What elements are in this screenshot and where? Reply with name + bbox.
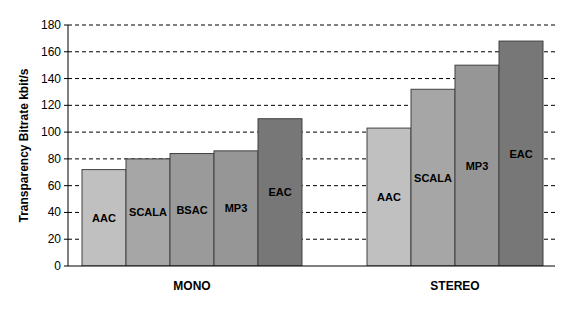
- tick-label: 180: [41, 18, 61, 32]
- y-axis-label: Transparency Bitrate kbit/s: [17, 68, 31, 222]
- bar-label: MP3: [466, 160, 489, 172]
- tick-label: 20: [48, 232, 62, 246]
- x-axis: [68, 266, 555, 267]
- bar-label: EAC: [509, 148, 532, 160]
- tick-label: 60: [48, 179, 62, 193]
- tick-label: 40: [48, 205, 62, 219]
- tick: [64, 78, 68, 79]
- grid-line: [68, 25, 555, 26]
- bar-label: BSAC: [176, 204, 207, 216]
- bar: [455, 65, 499, 266]
- bar-label: SCALA: [414, 172, 452, 184]
- bar: [126, 159, 170, 266]
- grid-line: [68, 51, 555, 52]
- tick: [64, 239, 68, 240]
- tick-label: 160: [41, 45, 61, 59]
- tick-label: 140: [41, 72, 61, 86]
- bar-label: EAC: [268, 186, 291, 198]
- tick-label: 80: [48, 152, 62, 166]
- category-label: STEREO: [430, 279, 479, 293]
- bar: [367, 128, 411, 266]
- tick-label: 0: [54, 259, 61, 273]
- bar-labels: AAC SCALA BSAC MP3 EAC AAC SCALA MP3 EAC: [92, 148, 533, 224]
- bar: [214, 151, 258, 266]
- chart: 0 20 40 60 80 100 120 140 160 180 AAC SCALA BSAC MP3 E…: [0, 0, 567, 312]
- bar: [170, 154, 214, 266]
- category-label: MONO: [173, 279, 210, 293]
- bar-label: SCALA: [129, 206, 167, 218]
- bar-label: MP3: [225, 202, 248, 214]
- tick: [64, 212, 68, 213]
- tick: [64, 25, 68, 26]
- tick: [64, 132, 68, 133]
- bar: [82, 170, 126, 266]
- y-axis: [68, 25, 69, 266]
- bar-label: AAC: [92, 212, 116, 224]
- bar: [499, 41, 543, 266]
- bar: [258, 119, 302, 266]
- tick: [64, 105, 68, 106]
- tick-label: 120: [41, 98, 61, 112]
- tick: [64, 158, 68, 159]
- tick-label: 100: [41, 125, 61, 139]
- bar: [411, 89, 455, 266]
- bar-label: AAC: [377, 191, 401, 203]
- tick: [64, 51, 68, 52]
- bars: [82, 41, 543, 266]
- tick: [64, 266, 68, 267]
- tick: [64, 185, 68, 186]
